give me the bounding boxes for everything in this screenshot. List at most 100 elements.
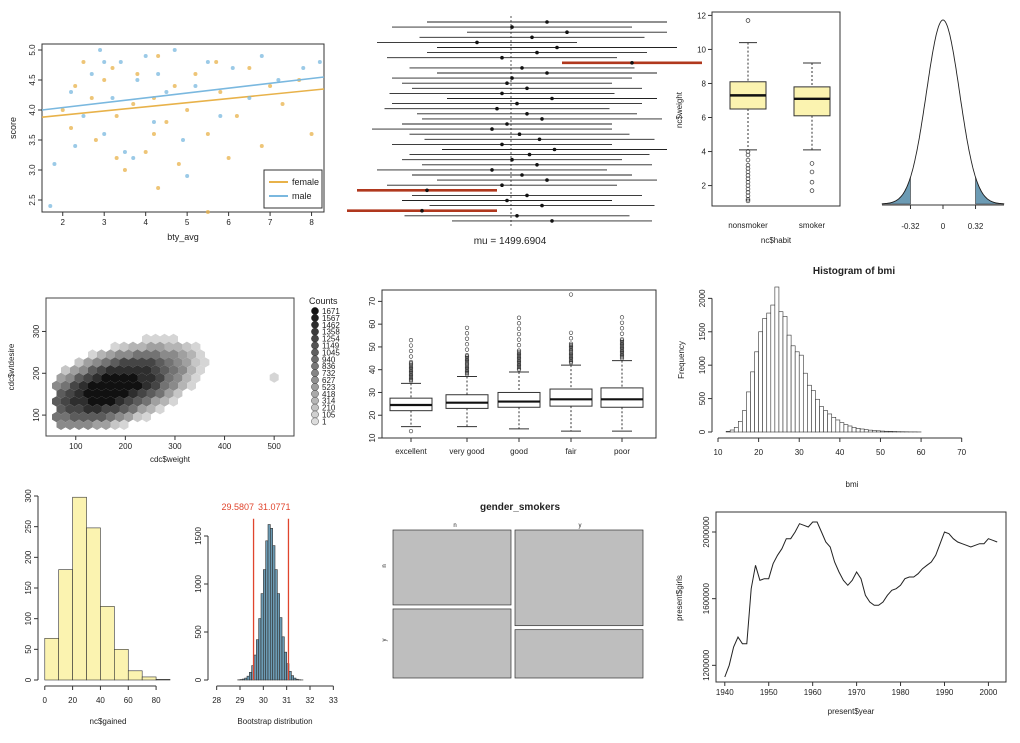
- point-female: [73, 84, 77, 88]
- box1-category-label: nonsmoker: [728, 221, 768, 230]
- gained-bar: [100, 606, 114, 680]
- box2-box-fair: [550, 389, 592, 406]
- gained-x-tick-label: 60: [124, 696, 133, 705]
- point-female: [193, 72, 197, 76]
- point-male: [81, 114, 85, 118]
- point-male: [218, 114, 222, 118]
- bmi-x-tick-label: 30: [795, 448, 804, 457]
- box2-y-tick-label: 30: [368, 387, 377, 396]
- ci-point: [505, 81, 509, 85]
- point-female: [115, 156, 119, 160]
- bmi-y-tick-label: 2000: [698, 289, 707, 307]
- bmi-bar: [783, 316, 787, 432]
- bootstrap-bar: [254, 655, 256, 680]
- bmi-bar: [848, 426, 852, 432]
- ci-point: [515, 214, 519, 218]
- point-male: [301, 66, 305, 70]
- ci-point: [518, 132, 522, 136]
- normal-tick-label: 0.32: [968, 222, 984, 231]
- point-female: [111, 66, 115, 70]
- box2-y-tick-label: 20: [368, 410, 377, 419]
- series-ylabel: present$girls: [675, 575, 684, 621]
- point-female: [81, 60, 85, 64]
- point-male: [193, 84, 197, 88]
- bootstrap-y-tick-label: 500: [194, 625, 203, 639]
- hexbin-y-tick-label: 200: [32, 366, 41, 380]
- gained-x-tick-label: 20: [68, 696, 77, 705]
- bmi-y-tick-label: 0: [698, 429, 707, 434]
- hexbin-y-tick-label: 300: [32, 324, 41, 338]
- hexbin-x-tick-label: 400: [218, 442, 232, 451]
- hexbin-x-tick-label: 300: [168, 442, 182, 451]
- ci-point: [510, 76, 514, 80]
- bmi-bar: [856, 428, 860, 432]
- mosaic-title: gender_smokers: [480, 502, 560, 513]
- scatter-y-tick-label: 3.5: [28, 134, 37, 146]
- point-male: [135, 78, 139, 82]
- ci-point: [495, 107, 499, 111]
- series-x-tick-label: 1980: [892, 688, 910, 697]
- ci-point: [535, 163, 539, 167]
- bootstrap-bar: [247, 676, 249, 680]
- scatter-x-tick-label: 2: [61, 218, 66, 227]
- ci-point: [510, 158, 514, 162]
- hexbin-legend-count: 1: [322, 417, 327, 426]
- point-female: [144, 150, 148, 154]
- bootstrap-bar: [242, 679, 244, 680]
- point-female: [156, 54, 160, 58]
- bmi-bar: [868, 430, 872, 432]
- series-xlabel: present$year: [828, 707, 875, 716]
- bootstrap-x-tick-label: 30: [259, 696, 268, 705]
- confidence-intervals-panel: mu = 1499.6904: [347, 16, 702, 247]
- gained-y-tick-label: 100: [24, 611, 33, 625]
- bootstrap-bar: [275, 570, 277, 680]
- point-female: [94, 138, 98, 142]
- series-y-tick-label: 2000000: [702, 516, 711, 548]
- box1-y-tick-label: 4: [702, 148, 707, 157]
- bmi-x-tick-label: 10: [714, 448, 723, 457]
- gained-bar: [45, 638, 59, 680]
- point-male: [164, 90, 168, 94]
- series-plot-box: [716, 512, 1006, 682]
- point-female: [69, 126, 73, 130]
- point-female: [135, 72, 139, 76]
- bootstrap-bar: [245, 678, 247, 680]
- bmi-bar: [889, 431, 893, 432]
- point-female: [281, 102, 285, 106]
- ci-point: [525, 87, 529, 91]
- box2-y-tick-label: 70: [368, 296, 377, 305]
- box2-category-label: very good: [449, 447, 484, 456]
- bmi-bar: [876, 431, 880, 432]
- bootstrap-bar: [266, 541, 268, 680]
- ci-point: [420, 209, 424, 213]
- bmi-bar: [746, 392, 750, 432]
- ci-point: [528, 153, 532, 157]
- bootstrap-bar: [280, 618, 282, 680]
- box1-y-tick-label: 8: [702, 79, 707, 88]
- mosaic-side-label-n: n: [382, 564, 388, 567]
- point-male: [69, 90, 73, 94]
- gained-bar: [59, 570, 73, 680]
- point-female: [156, 186, 160, 190]
- bmi-ylabel: Frequency: [677, 341, 686, 379]
- box2-y-tick-label: 50: [368, 342, 377, 351]
- point-female: [235, 114, 239, 118]
- hexbin-legend-swatch: [311, 397, 318, 404]
- bootstrap-bar: [249, 672, 251, 680]
- point-female: [173, 84, 177, 88]
- point-female: [206, 132, 210, 136]
- ci-point: [540, 117, 544, 121]
- bmi-bar: [791, 346, 795, 432]
- bmi-bar: [860, 429, 864, 432]
- scatter-x-tick-label: 4: [143, 218, 148, 227]
- bootstrap-xlabel: Bootstrap distribution: [237, 717, 312, 726]
- bootstrap-bar: [268, 524, 270, 680]
- ci-point: [545, 71, 549, 75]
- hexbin-x-tick-label: 100: [69, 442, 83, 451]
- bmi-xlabel: bmi: [846, 480, 859, 489]
- bmi-x-tick-label: 20: [754, 448, 763, 457]
